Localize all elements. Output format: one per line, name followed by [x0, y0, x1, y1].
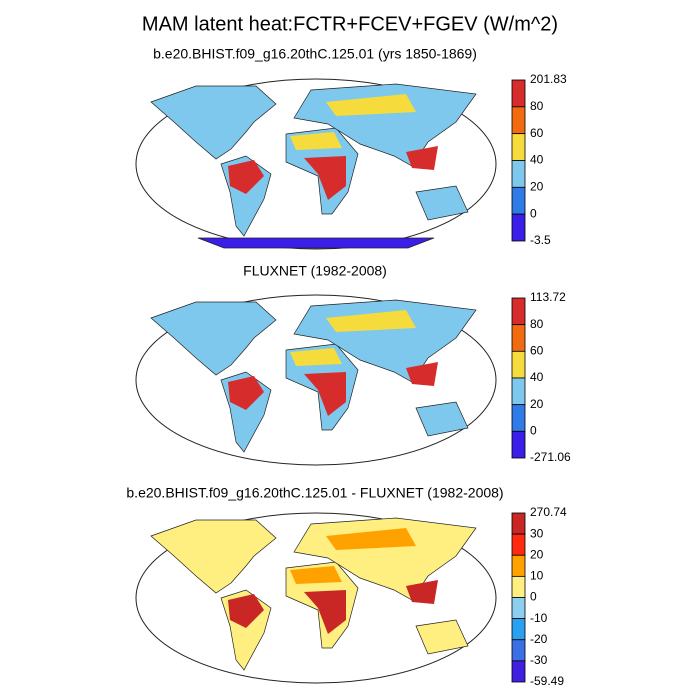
region: [290, 566, 342, 584]
colorbar-label: 0: [530, 206, 537, 220]
region: [326, 94, 416, 116]
colorbar-label: 20: [530, 397, 544, 411]
continent: [150, 85, 277, 160]
colorbar-label: 0: [530, 424, 537, 438]
colorbar-label: 80: [530, 317, 544, 331]
colorbar-label: 20: [530, 180, 544, 194]
colorbar-segment: [511, 133, 526, 161]
continent: [197, 237, 435, 249]
colorbar-label: 201.83: [530, 72, 567, 86]
continent: [415, 185, 469, 221]
colorbar-label: 80: [530, 99, 544, 113]
colorbar-segment: [511, 639, 526, 662]
colorbar-label: 0: [530, 590, 537, 604]
region: [290, 348, 342, 366]
colorbar-label: -10: [530, 611, 548, 625]
colorbar-segment: [511, 533, 526, 556]
map: [135, 512, 497, 684]
colorbar-label: -271.06: [530, 450, 571, 464]
colorbar-label: 40: [530, 153, 544, 167]
region: [406, 146, 438, 170]
panel-subtitle: b.e20.BHIST.f09_g16.20thC.125.01 - FLUXN…: [126, 485, 503, 501]
colorbar-segment: [511, 160, 526, 188]
colorbar-segment: [511, 186, 526, 215]
colorbar-label: 113.72: [530, 290, 566, 304]
colorbar-label: 60: [530, 126, 544, 140]
colorbar-label: 20: [530, 547, 544, 561]
colorbar-segment: [511, 79, 526, 108]
colorbar-label: 10: [530, 569, 544, 583]
colorbar-segment: [511, 350, 526, 379]
colorbar-segment: [511, 297, 526, 326]
continent: [415, 401, 469, 437]
colorbar-label: -20: [530, 632, 548, 646]
region: [304, 590, 346, 634]
colorbar-segment: [511, 106, 526, 135]
region: [228, 594, 264, 628]
colorbar-segment: [511, 554, 526, 577]
colorbar-segment: [511, 660, 526, 683]
colorbar-segment: [511, 404, 526, 432]
continent: [415, 619, 469, 655]
region: [406, 362, 438, 386]
continent: [150, 301, 277, 376]
panel-subtitle: FLUXNET (1982-2008): [243, 263, 387, 279]
colorbar-label: -59.49: [530, 674, 564, 688]
colorbar-label: 60: [530, 344, 544, 358]
panel-subtitle: b.e20.BHIST.f09_g16.20thC.125.01 (yrs 18…: [153, 46, 477, 62]
colorbar-label: 40: [530, 370, 544, 384]
colorbar-segment: [511, 575, 526, 598]
region: [228, 160, 264, 194]
region: [406, 580, 438, 604]
region: [304, 156, 346, 200]
colorbar-label: -30: [530, 653, 548, 667]
colorbar-segment: [511, 597, 526, 620]
colorbar-segment: [511, 618, 526, 641]
figure-title: MAM latent heat:FCTR+FCEV+FGEV (W/m^2): [142, 13, 558, 35]
region: [290, 132, 342, 150]
colorbar-segment: [511, 512, 526, 535]
continent: [150, 519, 277, 594]
colorbar-segment: [511, 324, 526, 352]
colorbar-segment: [511, 377, 526, 406]
colorbar-segment: [511, 213, 526, 242]
colorbar-label: 30: [530, 526, 544, 540]
colorbar-segment: [511, 430, 526, 459]
map: [135, 294, 497, 466]
colorbar-label: -3.5: [530, 233, 551, 247]
region: [304, 372, 346, 416]
map: [135, 78, 497, 250]
region: [326, 528, 416, 550]
region: [326, 310, 416, 332]
colorbar-label: 270.74: [530, 505, 567, 519]
region: [228, 376, 264, 410]
